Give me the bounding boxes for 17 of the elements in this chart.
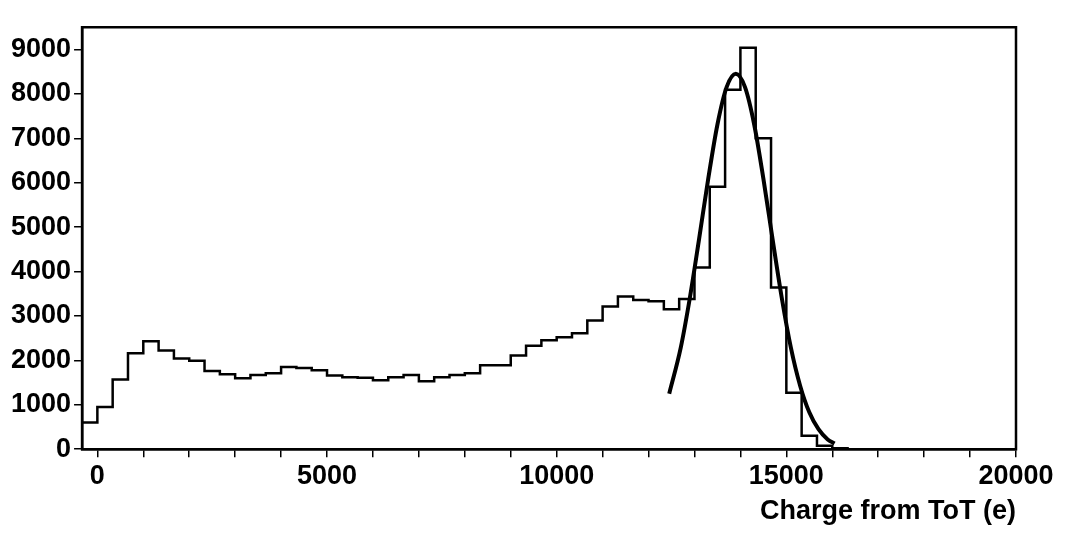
y-tick-label: 3000 <box>10 299 72 330</box>
y-tick-label: 9000 <box>10 32 72 63</box>
x-tick-label: 20000 <box>978 459 1054 490</box>
y-tick-label: 4000 <box>10 254 72 285</box>
line-series <box>667 71 837 446</box>
y-tick-label: 2000 <box>10 343 72 374</box>
y-tick-label: 0 <box>56 432 72 463</box>
x-tick-label: 15000 <box>748 459 824 490</box>
y-tick-label: 8000 <box>10 77 72 108</box>
x-tick-label: 10000 <box>519 459 595 490</box>
x-tick-label: 0 <box>89 459 105 490</box>
y-tick-label: 6000 <box>10 166 72 197</box>
x-axis-title: Charge from ToT (e) <box>760 495 1016 526</box>
y-tick-label: 1000 <box>10 388 72 419</box>
x-tick-label: 5000 <box>296 459 358 490</box>
y-tick-label: 7000 <box>10 121 72 152</box>
y-tick-label: 5000 <box>10 210 72 241</box>
